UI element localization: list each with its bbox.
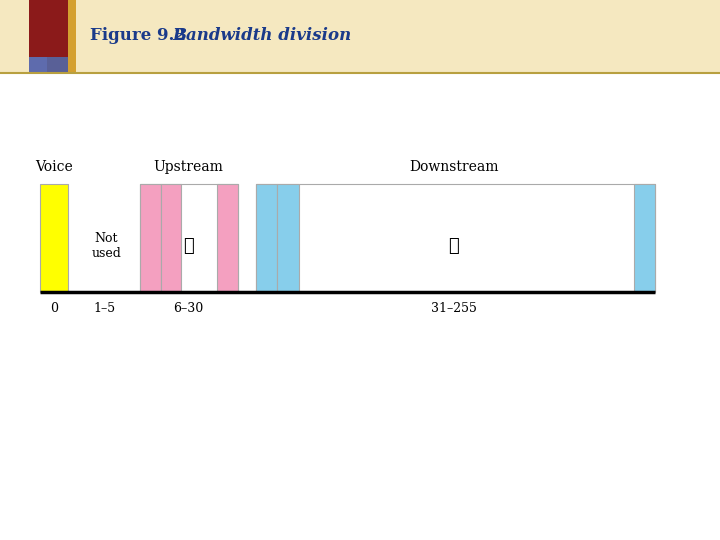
Bar	[140, 184, 238, 292]
Bar	[161, 184, 181, 292]
Bar	[0, 0, 720, 73]
Bar	[47, 0, 76, 73]
Text: Downstream: Downstream	[409, 160, 498, 174]
Text: Voice: Voice	[35, 160, 73, 174]
Bar	[40, 184, 68, 292]
Text: Figure 9.2: Figure 9.2	[90, 26, 186, 44]
Bar	[256, 184, 277, 292]
Bar	[217, 184, 238, 292]
Text: Not
used: Not used	[91, 232, 122, 260]
Bar	[140, 184, 161, 292]
Text: 1–5: 1–5	[94, 302, 115, 315]
Bar	[634, 184, 655, 292]
Text: 6–30: 6–30	[174, 302, 204, 315]
Text: Upstream: Upstream	[153, 160, 224, 174]
Text: ⋯: ⋯	[449, 237, 459, 255]
Text: 31–255: 31–255	[431, 302, 477, 315]
Text: ⋯: ⋯	[184, 237, 194, 255]
Bar	[29, 0, 68, 57]
Bar	[29, 32, 68, 73]
Text: 0: 0	[50, 302, 58, 315]
Bar	[277, 184, 299, 292]
Bar	[256, 184, 655, 292]
Text: Bandwidth division: Bandwidth division	[173, 26, 352, 44]
